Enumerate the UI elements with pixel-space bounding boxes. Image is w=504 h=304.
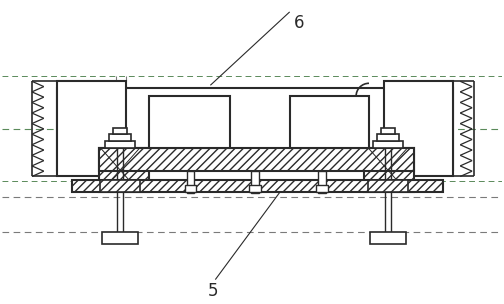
Bar: [105, 141, 135, 148]
Bar: [102, 232, 138, 244]
Bar: [186, 171, 195, 188]
Bar: [290, 96, 369, 148]
Bar: [149, 96, 230, 148]
Bar: [113, 128, 127, 134]
Bar: [364, 148, 414, 192]
Bar: [186, 188, 195, 193]
Bar: [319, 188, 327, 193]
Bar: [72, 181, 444, 192]
Bar: [99, 148, 414, 171]
Bar: [56, 81, 126, 177]
Text: 6: 6: [294, 14, 304, 32]
Bar: [384, 81, 453, 177]
Bar: [109, 134, 131, 141]
Bar: [184, 185, 197, 192]
Text: 5: 5: [207, 282, 218, 299]
Bar: [249, 185, 261, 192]
Bar: [317, 185, 328, 192]
Bar: [251, 188, 259, 193]
Bar: [381, 128, 395, 134]
Bar: [56, 88, 453, 170]
Bar: [370, 232, 406, 244]
Bar: [100, 181, 140, 192]
Bar: [319, 171, 327, 188]
Bar: [99, 148, 149, 192]
Bar: [368, 181, 408, 192]
Bar: [377, 134, 399, 141]
Bar: [251, 171, 259, 188]
Bar: [373, 141, 403, 148]
